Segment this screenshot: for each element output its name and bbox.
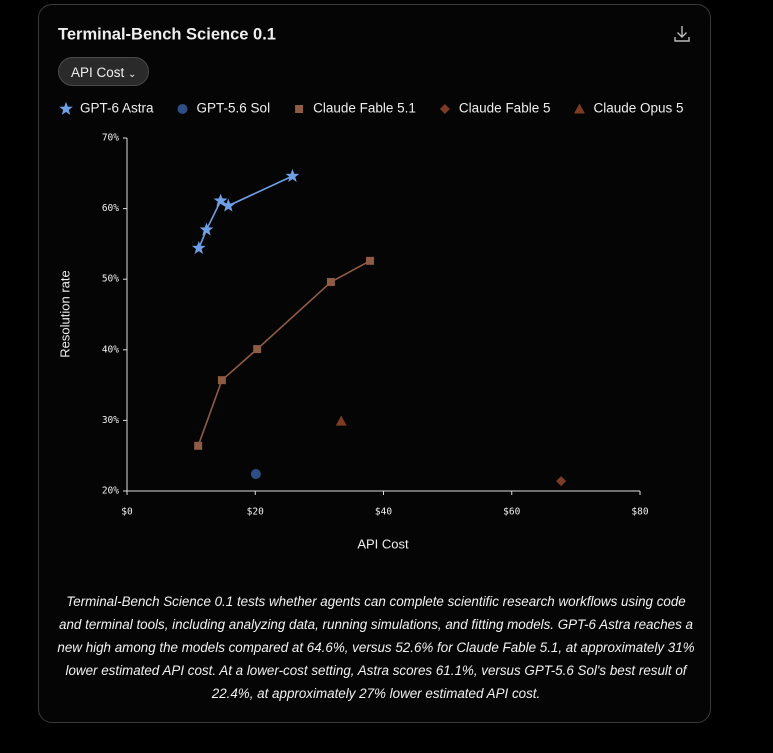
metric-dropdown[interactable]: API Cost ⌄ xyxy=(58,57,150,86)
marker-star xyxy=(59,101,73,115)
x-axis-label: API Cost xyxy=(357,536,409,551)
marker-square xyxy=(253,345,262,354)
marker-star xyxy=(221,198,236,212)
y-tick-label: 70% xyxy=(102,133,119,144)
y-tick-label: 50% xyxy=(102,274,119,285)
card xyxy=(38,4,711,723)
dropdown-label: API Cost xyxy=(71,65,125,80)
marker-circle xyxy=(250,469,261,480)
marker-square xyxy=(366,256,375,265)
marker-square xyxy=(217,376,226,385)
marker-diamond xyxy=(439,104,450,114)
x-tick-label: $60 xyxy=(503,507,520,518)
marker-star xyxy=(285,168,300,182)
y-axis-label: Resolution rate xyxy=(57,270,72,357)
chart-title: Terminal-Bench Science 0.1 xyxy=(58,25,276,43)
legend-label: Claude Opus 5 xyxy=(593,101,683,116)
marker-square xyxy=(194,441,203,450)
legend-label: GPT-6 Astra xyxy=(80,101,154,116)
marker-star xyxy=(213,193,228,207)
x-tick-label: $40 xyxy=(375,507,392,518)
description: Terminal-Bench Science 0.1 tests whether… xyxy=(57,594,695,701)
marker-square xyxy=(326,278,335,287)
download-icon[interactable] xyxy=(674,26,690,42)
y-tick-label: 30% xyxy=(102,415,119,426)
marker-circle xyxy=(177,104,188,114)
marker-triangle xyxy=(335,415,347,426)
x-tick-label: $20 xyxy=(247,507,264,518)
legend-label: Claude Fable 5 xyxy=(459,101,551,116)
legend-label: Claude Fable 5.1 xyxy=(313,101,416,116)
series-line xyxy=(197,260,371,447)
marker-star xyxy=(191,240,206,254)
x-tick-label: $80 xyxy=(631,507,648,518)
series-line xyxy=(198,175,293,249)
y-tick-label: 40% xyxy=(102,344,119,355)
y-tick-label: 20% xyxy=(102,486,119,497)
marker-diamond xyxy=(556,476,567,487)
legend-label: GPT-5.6 Sol xyxy=(197,101,271,116)
marker-star xyxy=(199,222,214,236)
y-tick-label: 60% xyxy=(102,203,119,214)
marker-square xyxy=(295,105,304,113)
marker-triangle xyxy=(573,103,585,114)
x-tick-label: $0 xyxy=(121,507,133,518)
chevron: ⌄ xyxy=(128,69,137,80)
